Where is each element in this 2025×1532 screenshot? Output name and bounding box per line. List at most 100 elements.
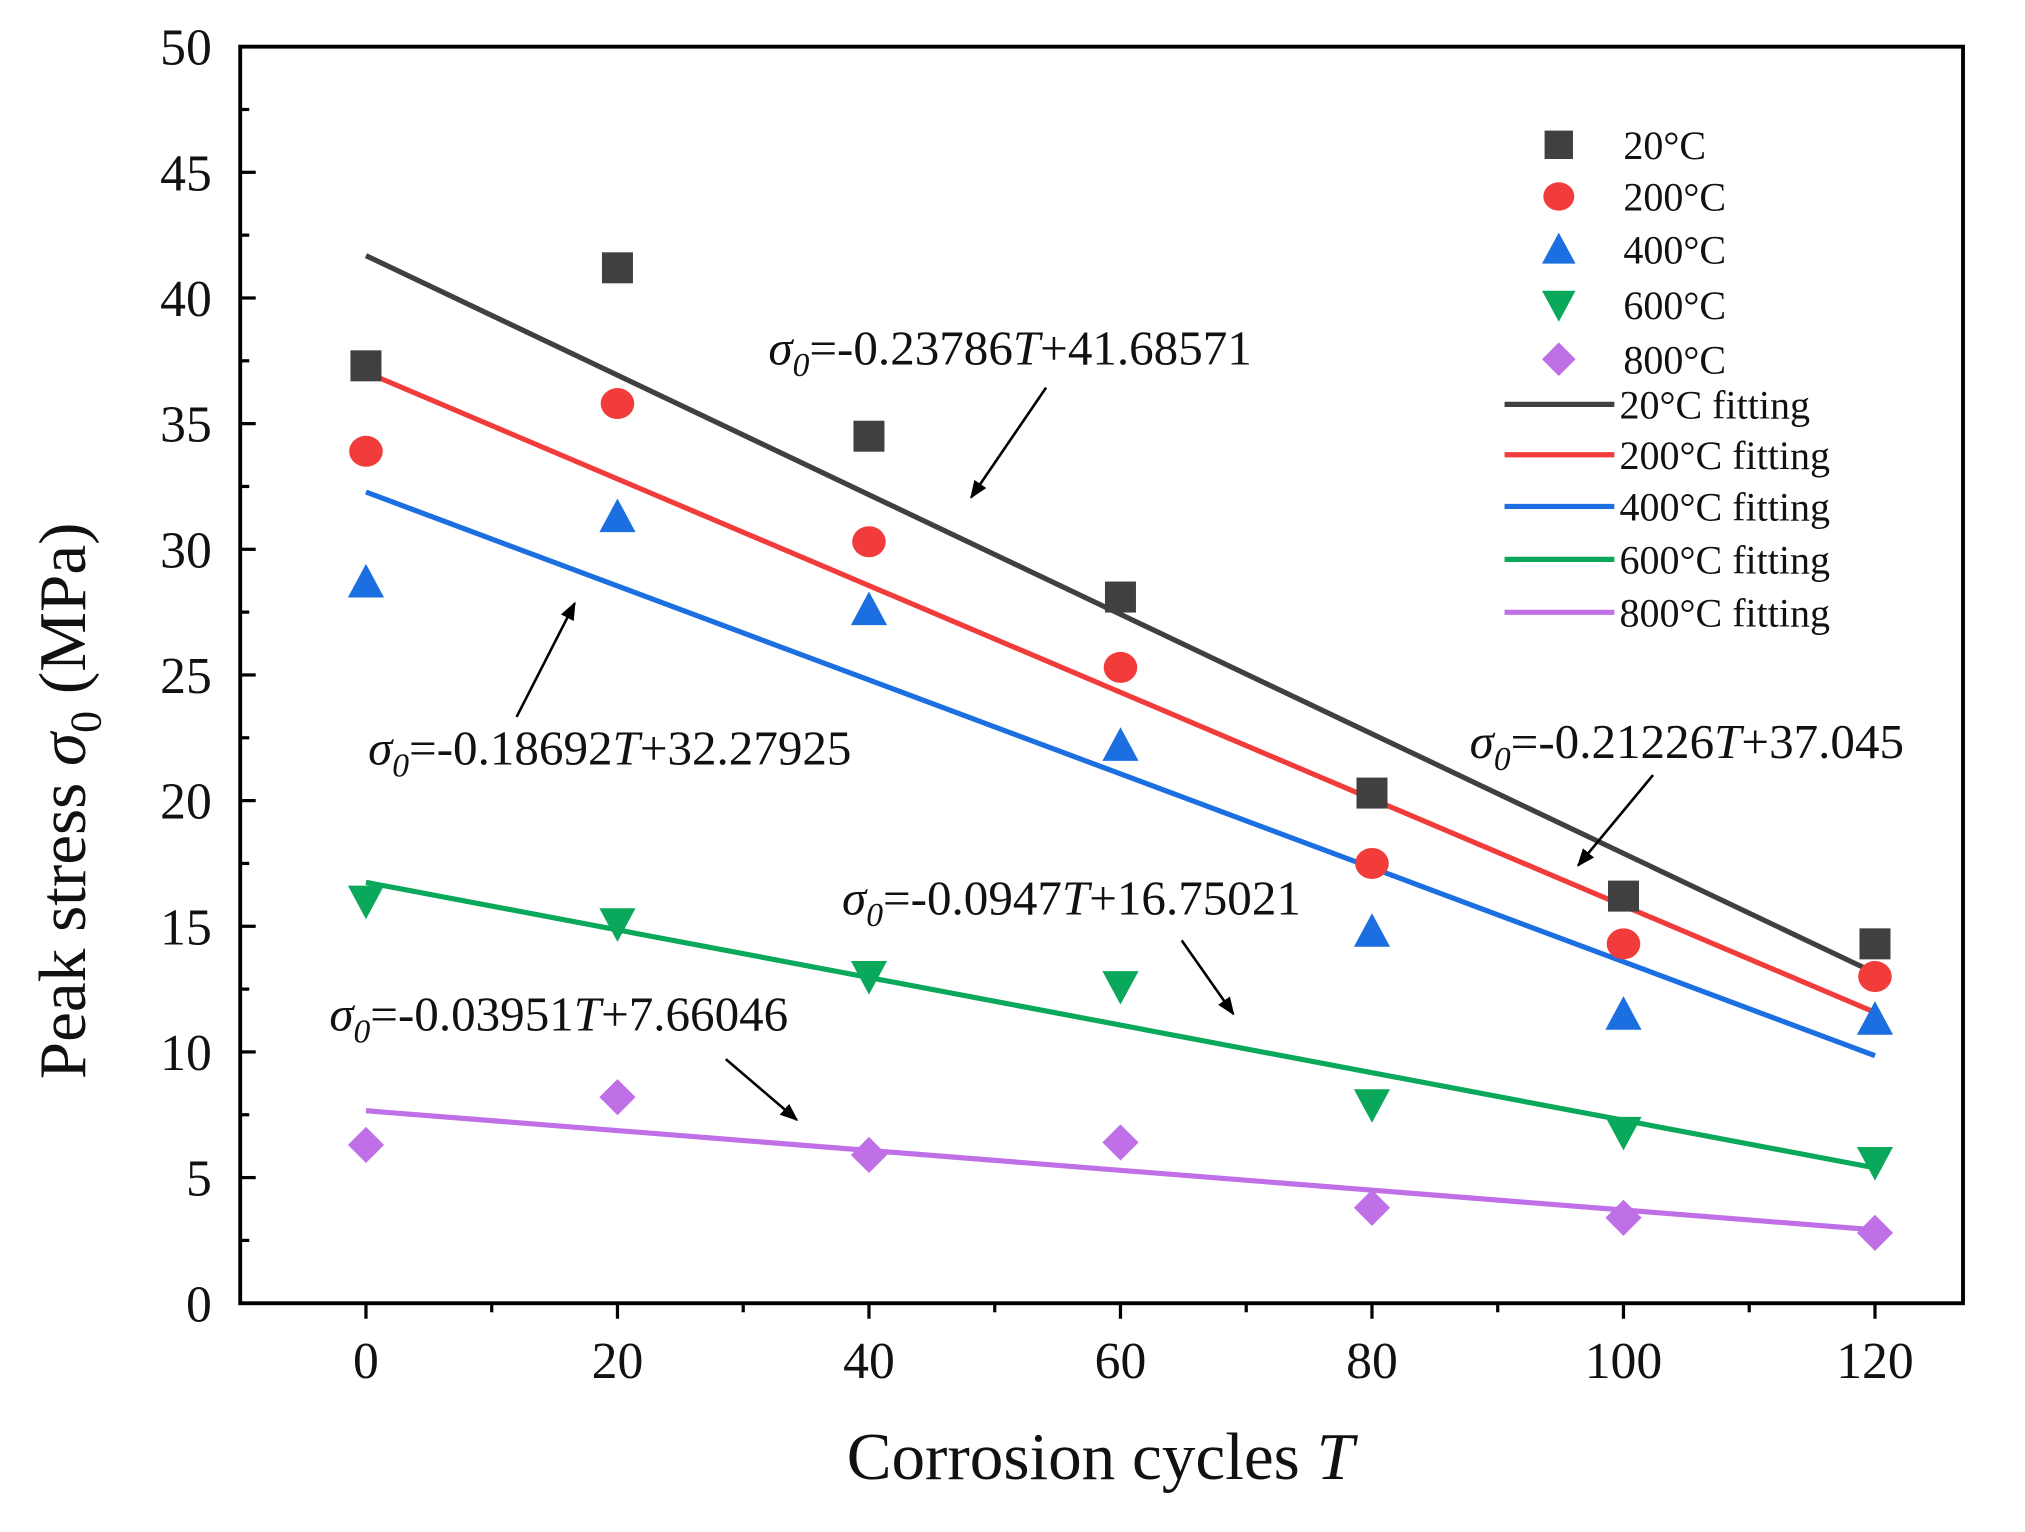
equation-part: 0 — [793, 347, 810, 384]
y-tick-label: 10 — [160, 1025, 212, 1082]
data-point-600c — [850, 961, 888, 995]
x-tick-label: 0 — [353, 1333, 379, 1390]
equation-part: 0 — [866, 897, 883, 934]
equation-part: +16.75021 — [1089, 871, 1301, 926]
data-point-400c — [850, 591, 888, 626]
y-tick-label: 30 — [160, 522, 212, 579]
annotation-arrow — [1180, 939, 1235, 1016]
legend-label: 20°C fitting — [1619, 383, 1810, 428]
data-point-600c — [1605, 1116, 1642, 1151]
data-point-200c — [349, 435, 383, 467]
data-point-400c — [1102, 727, 1139, 761]
data-point-20c — [853, 420, 885, 452]
legend-label: 200°C — [1623, 175, 1726, 220]
x-tick-label: 40 — [843, 1333, 895, 1390]
data-point-20c — [1859, 928, 1891, 960]
equation-part: +37.045 — [1741, 714, 1904, 769]
equation-part: =-0.03951 — [370, 987, 573, 1042]
equation-part: =-0.21226 — [1511, 714, 1714, 769]
legend-label: 200°C fitting — [1619, 433, 1830, 478]
legend-marker-200c — [1543, 182, 1575, 211]
equation-part: +7.66046 — [601, 987, 788, 1042]
equation-part: σ — [842, 871, 868, 926]
y-tick-label: 20 — [160, 774, 212, 831]
fit-line-20c — [364, 253, 1877, 976]
x-tick-label: 80 — [1346, 1333, 1398, 1390]
annotation-arrow — [724, 1058, 799, 1122]
data-point-200c — [1355, 847, 1389, 879]
data-point-400c — [1353, 913, 1391, 947]
x-tick-label: 20 — [592, 1333, 644, 1390]
legend-marker-400c — [1541, 232, 1576, 264]
annotation-arrow — [1577, 774, 1655, 867]
data-point-200c — [1606, 928, 1641, 960]
equation-part: T — [574, 987, 605, 1042]
y-tick-label: 40 — [160, 271, 212, 328]
equation-part: T — [1062, 871, 1093, 926]
legend-marker-800c — [1541, 342, 1576, 376]
equation-part: σ — [768, 320, 794, 375]
data-point-800c — [1605, 1199, 1642, 1236]
legend-label: 600°C fitting — [1619, 538, 1830, 583]
y-tick-label: 35 — [160, 397, 212, 454]
equation-part: T — [1714, 714, 1745, 769]
y-tick-label: 0 — [186, 1276, 212, 1333]
equation-part: 0 — [1494, 741, 1511, 778]
y-tick-label: 50 — [160, 20, 212, 77]
data-point-600c — [1353, 1089, 1391, 1123]
legend-label: 800°C — [1623, 337, 1726, 382]
equation-part: σ — [1470, 714, 1496, 769]
fit-equation-annotation: σ0=-0.23786T+41.68571 — [768, 320, 1251, 384]
data-point-600c — [1856, 1147, 1894, 1181]
y-tick-label: 15 — [160, 899, 212, 956]
y-axis-label: Peak stress σ0 (MPa) — [25, 523, 110, 1080]
data-point-800c — [1856, 1214, 1894, 1251]
x-tick-label: 120 — [1836, 1333, 1913, 1390]
annotation-arrow — [515, 601, 576, 718]
data-point-20c — [601, 252, 633, 284]
y-tick-label: 45 — [160, 145, 212, 202]
data-point-400c — [599, 498, 636, 533]
equation-part: =-0.18692 — [409, 721, 612, 776]
equation-part: =-0.0947 — [883, 871, 1062, 926]
data-point-600c — [347, 885, 385, 920]
data-point-400c — [347, 563, 385, 598]
equation-part: σ — [329, 987, 355, 1042]
data-point-200c — [852, 526, 886, 558]
equation-part: =-0.23786 — [809, 320, 1012, 375]
legend-label: 400°C — [1623, 228, 1726, 273]
equation-part: 0 — [392, 747, 409, 784]
legend-label: 20°C — [1623, 123, 1706, 168]
x-tick-label: 100 — [1585, 1333, 1662, 1390]
x-tick-label: 60 — [1095, 1333, 1147, 1390]
data-point-800c — [1353, 1189, 1391, 1226]
data-point-800c — [599, 1079, 636, 1116]
y-tick-label: 25 — [160, 648, 212, 705]
legend-label: 800°C fitting — [1619, 591, 1830, 636]
equation-part: T — [613, 721, 644, 776]
annotation-arrow — [970, 386, 1048, 499]
data-point-800c — [1102, 1124, 1139, 1161]
data-point-800c — [347, 1126, 385, 1163]
data-point-20c — [1607, 880, 1639, 912]
data-point-400c — [1605, 996, 1642, 1030]
fit-equation-annotation: σ0=-0.21226T+37.045 — [1470, 714, 1904, 778]
data-point-200c — [600, 388, 635, 420]
equation-part: +41.68571 — [1040, 320, 1252, 375]
data-point-20c — [350, 350, 382, 382]
legend-marker-20c — [1544, 130, 1573, 160]
fit-line-400c — [365, 489, 1876, 1059]
equation-part: σ — [368, 721, 394, 776]
legend-marker-600c — [1541, 290, 1576, 322]
legend-label: 400°C fitting — [1619, 485, 1830, 530]
x-axis-label: Corrosion cycles T — [847, 1419, 1359, 1494]
data-point-600c — [1102, 971, 1139, 1005]
fit-equation-annotation: σ0=-0.0947T+16.75021 — [842, 871, 1301, 935]
y-tick-label: 5 — [186, 1151, 212, 1208]
equation-part: 0 — [354, 1013, 371, 1050]
fit-equation-annotation: σ0=-0.03951T+7.66046 — [329, 987, 788, 1051]
data-point-200c — [1858, 961, 1892, 993]
data-point-20c — [1104, 581, 1136, 613]
data-point-400c — [1856, 1001, 1894, 1035]
